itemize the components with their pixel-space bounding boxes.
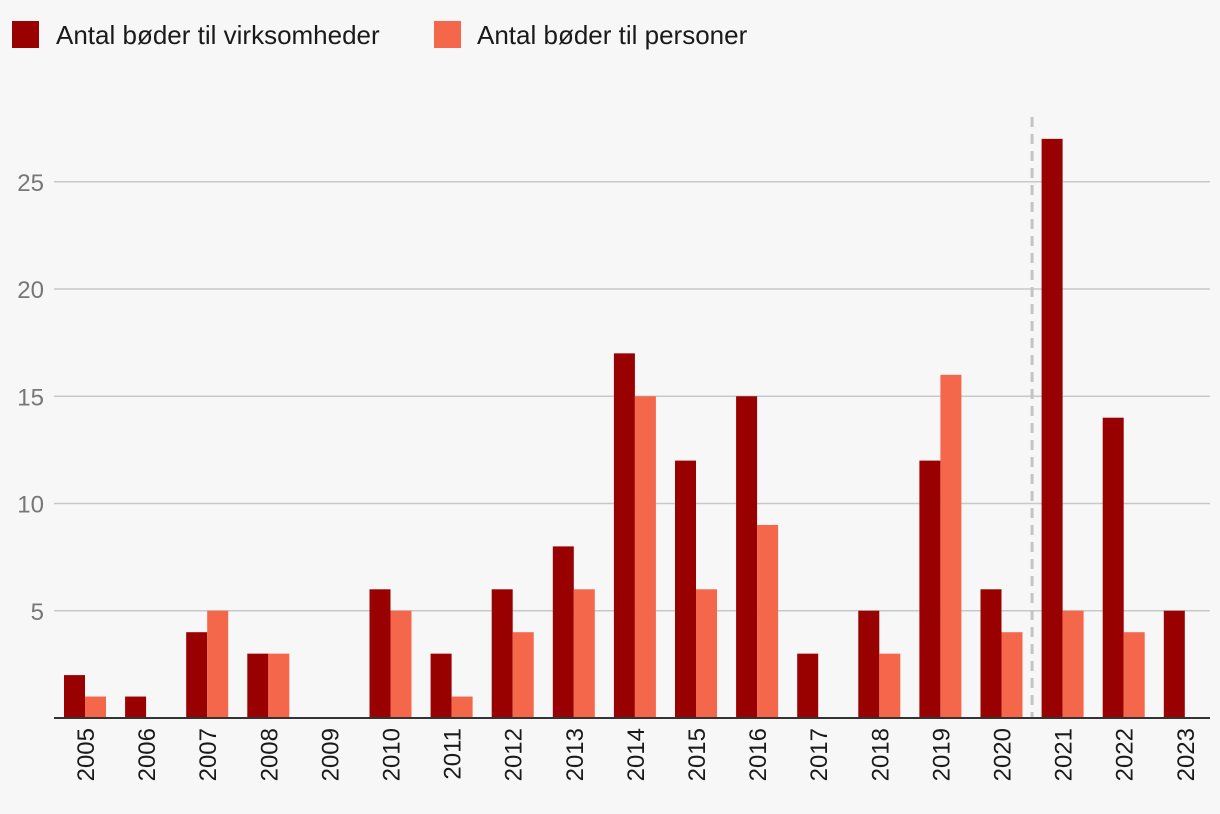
bar-virksomheder-2014: [613, 353, 635, 718]
legend-swatch-1: [12, 21, 39, 48]
x-tick-label-2009: 2009: [317, 728, 344, 781]
x-axis: 2005 2006 2007 2008 2009 2010 2011 2012 2013 2014…: [54, 717, 1210, 781]
bar-virksomheder-2016: [736, 396, 758, 718]
x-tick-label-2015: 2015: [684, 728, 711, 781]
bar-personer-2019: [940, 374, 962, 718]
bars: [64, 138, 1185, 719]
bar-personer-2014: [634, 396, 656, 718]
legend-label-2: Antal bøder til personer: [477, 20, 748, 50]
x-tick-label-2020: 2020: [990, 728, 1017, 781]
x-tick-label-2023: 2023: [1173, 728, 1200, 781]
bar-personer-2011: [451, 696, 473, 718]
bar-personer-2010: [390, 610, 412, 718]
x-tick-label-2013: 2013: [562, 728, 589, 781]
bar-personer-2012: [512, 632, 534, 718]
bar-personer-2018: [879, 653, 901, 718]
bar-virksomheder-2007: [186, 632, 208, 718]
x-tick-label-2018: 2018: [867, 728, 894, 781]
bar-virksomheder-2010: [369, 589, 391, 718]
bar-virksomheder-2015: [675, 460, 696, 718]
y-axis: 5 10 15 20 25: [17, 170, 44, 626]
bar-virksomheder-2005: [64, 675, 85, 718]
x-tick-label-2022: 2022: [1112, 728, 1139, 781]
bar-personer-2022: [1123, 632, 1145, 718]
y-tick-label-5: 5: [31, 599, 44, 626]
bar-virksomheder-2011: [430, 653, 452, 718]
x-tick-label-2017: 2017: [806, 728, 833, 781]
bar-virksomheder-2013: [552, 546, 574, 718]
x-tick-label-2010: 2010: [379, 728, 406, 781]
x-tick-label-2008: 2008: [256, 728, 283, 781]
bar-virksomheder-2020: [980, 589, 1002, 718]
y-tick-label-15: 15: [17, 384, 44, 411]
bar-virksomheder-2023: [1163, 610, 1185, 718]
bar-personer-2020: [1001, 632, 1023, 718]
bar-virksomheder-2021: [1041, 138, 1063, 719]
bar-virksomheder-2019: [919, 460, 941, 718]
x-tick-label-2011: 2011: [440, 728, 467, 780]
x-tick-label-2016: 2016: [745, 728, 772, 781]
bar-virksomheder-2008: [247, 653, 269, 718]
bar-virksomheder-2012: [491, 589, 513, 718]
x-tick-label-2014: 2014: [623, 728, 650, 781]
bar-personer-2016: [757, 524, 779, 718]
bar-personer-2007: [207, 610, 229, 718]
bar-personer-2013: [573, 589, 595, 718]
y-tick-label-25: 25: [17, 170, 44, 197]
bar-personer-2021: [1062, 610, 1084, 718]
bar-virksomheder-2018: [858, 610, 880, 718]
bar-personer-2015: [696, 589, 717, 718]
x-tick-label-2019: 2019: [928, 728, 955, 781]
x-tick-label-2006: 2006: [134, 728, 161, 781]
y-tick-label-20: 20: [17, 277, 44, 304]
x-tick-label-2021: 2021: [1051, 728, 1078, 781]
bar-personer-2005: [85, 696, 106, 718]
bar-virksomheder-2022: [1102, 417, 1124, 718]
x-tick-label-2012: 2012: [501, 728, 528, 781]
y-tick-label-10: 10: [17, 492, 44, 519]
x-tick-label-2005: 2005: [73, 728, 100, 781]
x-tick-label-2007: 2007: [195, 728, 222, 781]
legend: Antal bøder til virksomheder Antal bøder …: [12, 20, 748, 50]
bar-virksomheder-2006: [125, 696, 147, 718]
bar-personer-2008: [268, 653, 290, 718]
legend-label-1: Antal bøder til virksomheder: [56, 20, 380, 50]
bar-virksomheder-2017: [797, 653, 819, 718]
legend-swatch-2: [434, 21, 461, 48]
